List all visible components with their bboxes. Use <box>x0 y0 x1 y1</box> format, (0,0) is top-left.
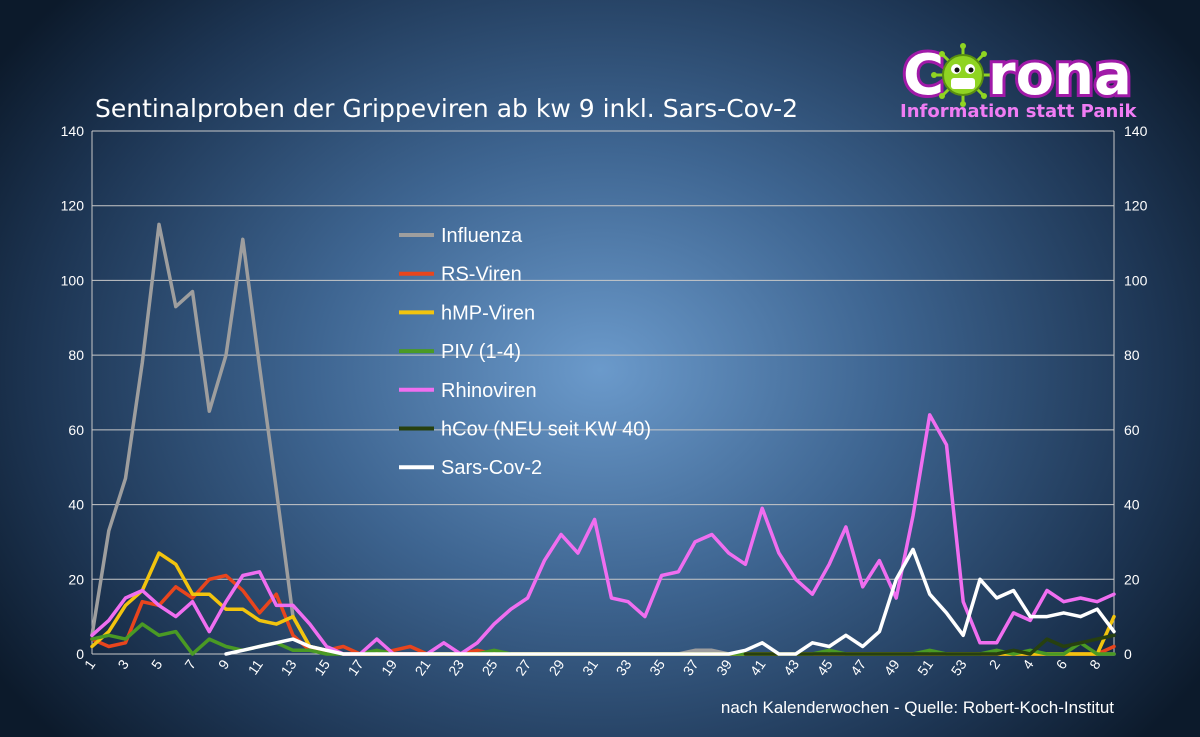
logo-tagline: Information statt Panik <box>900 101 1137 122</box>
y-tick-label-left: 80 <box>68 347 84 363</box>
y-tick-label-left: 40 <box>68 497 84 513</box>
chart-title: Sentinalproben der Grippeviren ab kw 9 i… <box>95 94 798 123</box>
legend-label: Rhinoviren <box>441 380 537 402</box>
legend-label: Sars-Cov-2 <box>441 457 542 479</box>
x-tick-label: 41 <box>747 656 769 678</box>
x-tick-label: 35 <box>646 656 668 678</box>
x-tick-label: 25 <box>479 656 501 678</box>
x-tick-label: 33 <box>613 656 635 678</box>
x-tick-label: 39 <box>713 656 735 678</box>
y-tick-label-left: 60 <box>68 422 84 438</box>
y-tick-label-left: 120 <box>61 198 85 214</box>
y-tick-label-right: 100 <box>1124 272 1148 288</box>
x-tick-label: 23 <box>445 656 467 678</box>
x-tick-label: 27 <box>512 656 534 678</box>
x-tick-label: 9 <box>215 656 233 672</box>
x-tick-label: 4 <box>1019 656 1037 672</box>
x-tick-label: 49 <box>881 656 903 678</box>
x-tick-label: 51 <box>914 656 936 678</box>
x-tick-label: 11 <box>245 656 267 677</box>
x-tick-label: 17 <box>344 656 366 678</box>
legend-label: PIV (1-4) <box>441 341 521 363</box>
x-tick-label: 53 <box>948 656 970 678</box>
x-tick-label: 1 <box>81 656 99 672</box>
y-tick-label-right: 60 <box>1124 422 1140 438</box>
y-tick-label-right: 80 <box>1124 347 1140 363</box>
x-tick-label: 7 <box>181 656 199 672</box>
x-tick-label: 31 <box>579 656 601 678</box>
x-tick-label: 47 <box>847 656 869 678</box>
x-tick-label: 2 <box>986 656 1004 672</box>
x-tick-label: 15 <box>311 656 333 678</box>
y-tick-label-right: 20 <box>1124 571 1140 587</box>
legend-label: hMP-Viren <box>441 302 535 324</box>
corona-logo: C rona Information statt Panik <box>900 40 1137 122</box>
y-tick-label-left: 20 <box>68 571 84 587</box>
x-tick-label: 8 <box>1086 656 1104 672</box>
x-tick-label: 19 <box>378 656 400 678</box>
virus-icon <box>931 43 995 107</box>
x-tick-label: 43 <box>780 656 802 678</box>
y-tick-label-right: 40 <box>1124 497 1140 513</box>
y-tick-label-right: 0 <box>1124 646 1132 662</box>
x-tick-label: 29 <box>546 656 568 678</box>
x-tick-label: 45 <box>814 656 836 678</box>
y-tick-label-left: 140 <box>61 123 85 139</box>
y-tick-label-right: 140 <box>1124 123 1148 139</box>
x-tick-label: 6 <box>1053 656 1071 672</box>
y-axis-left: 0 20 40 60 80 100 120 140 <box>61 123 85 662</box>
y-axis-right: 0 20 40 60 80 100 120 140 <box>1124 123 1148 662</box>
x-tick-label: 21 <box>411 656 433 678</box>
legend-label: RS-Viren <box>441 264 522 286</box>
x-axis: 1 3 5 7 9 11 13 15 17 19 21 23 25 27 29 31 33 35 37 39 41 43 4… <box>81 656 1104 678</box>
legend-label: Influenza <box>441 225 523 247</box>
series-line-5 <box>743 633 1116 656</box>
series-line-6 <box>224 547 1116 656</box>
source-note: nach Kalenderwochen - Quelle: Robert-Koc… <box>721 698 1114 717</box>
x-tick-label: 5 <box>148 656 166 672</box>
y-tick-label-left: 100 <box>61 272 85 288</box>
x-tick-label: 3 <box>114 656 132 672</box>
legend-label: hCov (NEU seit KW 40) <box>441 419 651 441</box>
series-line-4 <box>90 413 1116 656</box>
logo-word-rest: rona <box>988 43 1132 108</box>
x-tick-label: 13 <box>277 656 299 678</box>
series-lines <box>90 222 1116 656</box>
x-tick-label: 37 <box>680 656 702 678</box>
y-tick-label-right: 120 <box>1124 198 1148 214</box>
y-tick-label-left: 0 <box>76 646 84 662</box>
legend: Influenza RS-Viren hMP-Viren PIV (1-4) Rhino… <box>399 225 651 479</box>
